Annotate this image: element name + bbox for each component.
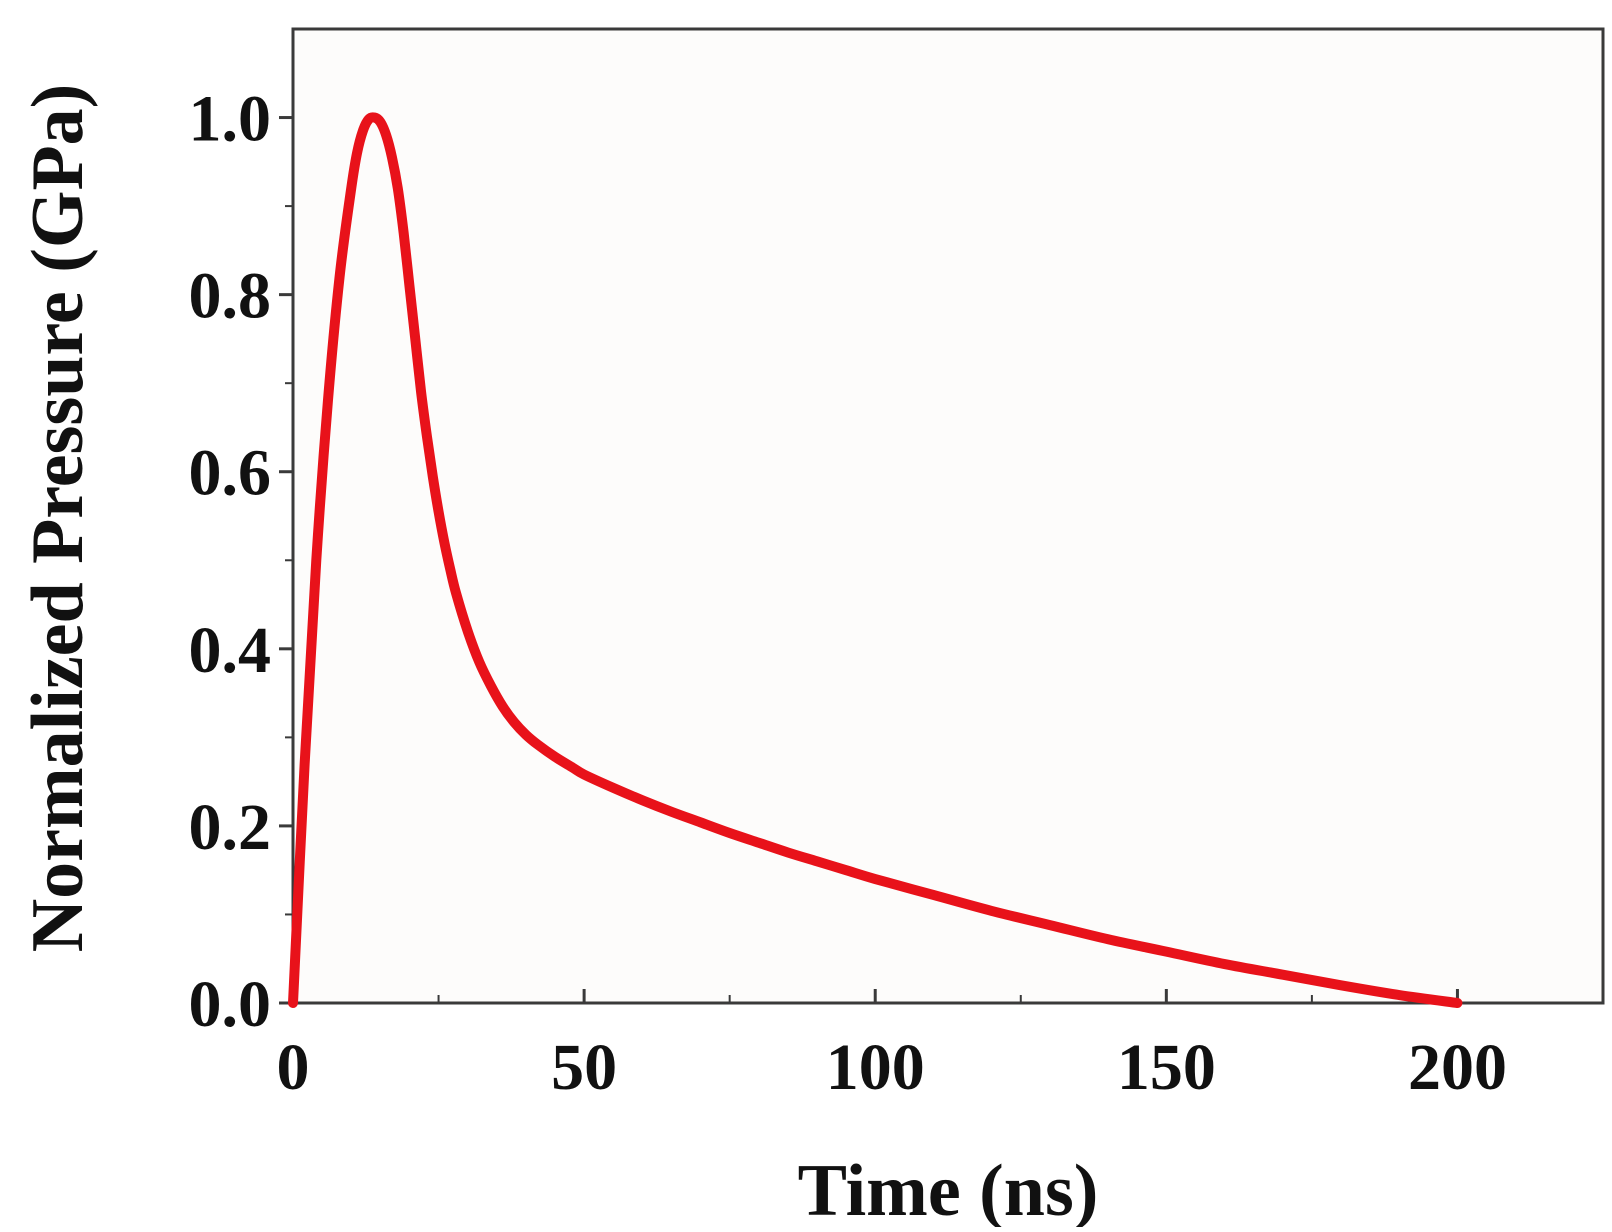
x-tick-label: 0 <box>277 1031 310 1104</box>
y-tick-label: 0.0 <box>189 968 272 1041</box>
x-tick-label: 200 <box>1408 1031 1507 1104</box>
x-tick-label: 100 <box>826 1031 925 1104</box>
series-layer <box>288 112 1463 1008</box>
y-tick-label: 0.6 <box>189 437 272 510</box>
plot-area <box>291 27 1605 1005</box>
y-tick-label: 1.0 <box>189 83 272 156</box>
x-tick-label: 50 <box>551 1031 617 1104</box>
x-axis-label: Time (ns) <box>798 1150 1099 1227</box>
y-axis-label: Normalized Pressure (GPa) <box>17 84 99 953</box>
series-line <box>288 112 1463 1008</box>
y-tick-label: 0.2 <box>189 791 272 864</box>
y-tick-label: 0.8 <box>189 260 272 333</box>
y-tick-label: 0.4 <box>189 614 272 687</box>
labels-layer: 0 50 100 150 200 0.0 0.2 0.4 0.6 0.8 1.0 <box>189 83 1507 1104</box>
x-tick-label: 150 <box>1117 1031 1216 1104</box>
